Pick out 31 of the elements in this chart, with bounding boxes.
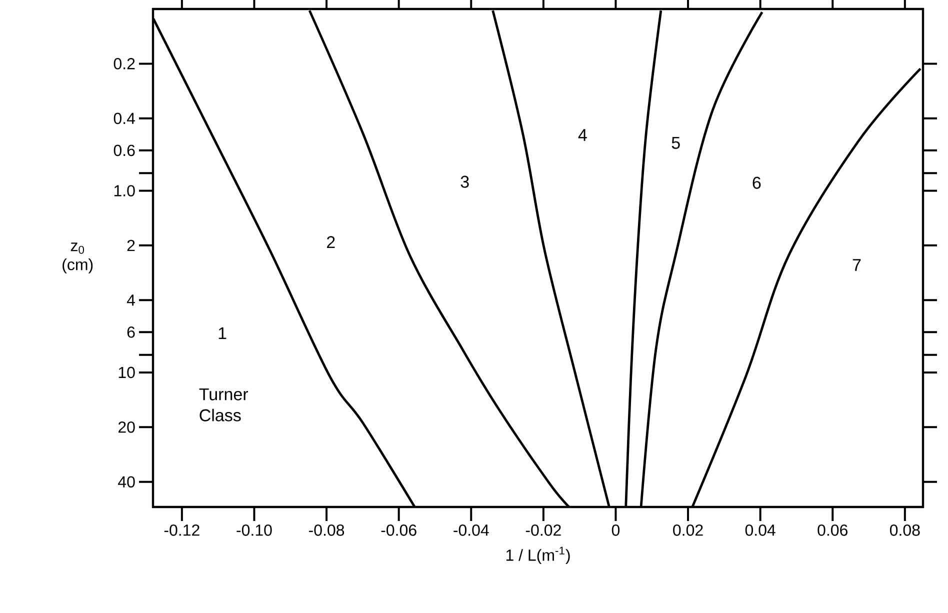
y-tick-label: 1.0 <box>114 185 135 196</box>
x-tick-label: -0.06 <box>381 524 416 536</box>
y-tick-label: 0.6 <box>114 144 135 156</box>
x-tick-label: -0.04 <box>454 524 489 536</box>
annotation: Turner Class <box>199 388 248 422</box>
x-tick-label: 0 <box>612 524 620 536</box>
y-tick-label: 0.2 <box>114 58 135 70</box>
y-tick-label: 6 <box>127 326 135 338</box>
x-tick-label: -0.02 <box>526 524 561 536</box>
annotation: 3 <box>460 176 469 188</box>
x-tick-label: 0.08 <box>890 524 920 536</box>
y-tick-label: 4 <box>126 294 135 306</box>
annotation: 5 <box>672 137 680 149</box>
x-tick-label: 0.06 <box>818 524 848 536</box>
y-tick-label: 0.4 <box>114 112 135 124</box>
y-tick-label: 40 <box>118 476 135 488</box>
annotation: 1 <box>218 327 226 340</box>
y-tick-label: 2 <box>127 240 135 252</box>
x-tick-label: -0.08 <box>309 524 344 536</box>
y-axis-title: z$_{0}$ (cm) <box>62 242 93 274</box>
annotation: 2 <box>327 236 335 248</box>
x-tick-label: 0.04 <box>745 524 776 536</box>
annotation: 4 <box>578 129 587 141</box>
x-axis-title: 1 / L(m$^{-1}$) <box>506 546 570 564</box>
x-tick-label: -0.10 <box>236 524 272 536</box>
y-tick-label: 10 <box>118 366 135 378</box>
x-tick-label: 0.02 <box>673 524 703 536</box>
x-tick-label: -0.12 <box>164 524 200 536</box>
annotation: 7 <box>852 259 861 271</box>
annotation: 6 <box>752 176 761 189</box>
y-tick-label: 20 <box>118 421 135 433</box>
